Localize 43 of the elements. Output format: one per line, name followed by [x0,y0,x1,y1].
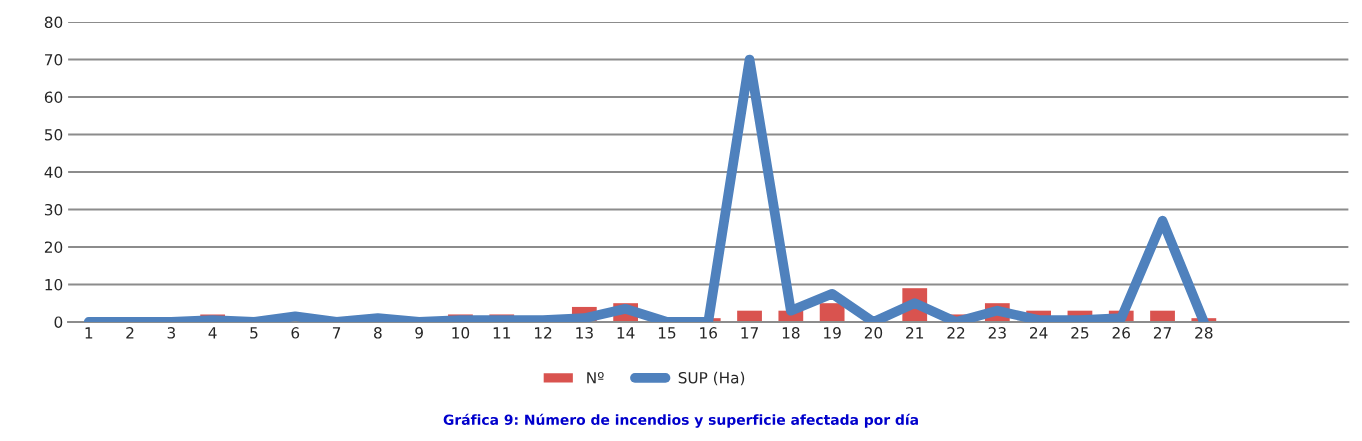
x-tick-label: 16 [700,327,717,339]
x-tick-label: 20 [864,327,883,339]
x-tick-label: 26 [1112,327,1130,339]
x-tick-label: 4 [208,327,217,339]
bar [819,303,845,322]
bar [1150,310,1175,322]
x-tick-label: 10 [452,327,470,339]
bar [737,310,762,322]
y-tick-label: 40 [44,166,63,179]
y-tick-label: 60 [44,91,63,104]
text: Gráfica 9: Número de incendios y superficie afectada por día [443,413,918,428]
x-tick-label: 27 [1153,327,1171,339]
x-tick-label: 11 [493,327,511,339]
legend-label: SUP (Ha) [678,371,745,386]
x-tick-label: 24 [1030,327,1048,339]
x-tick-label: 14 [617,327,635,339]
x-tick-label: 19 [824,327,841,339]
x-tick-label: 3 [167,327,175,339]
x-tick-label: 13 [576,327,593,339]
x-tick-label: 6 [291,327,300,339]
x-tick-label: 7 [332,327,341,339]
x-tick-label: 22 [947,327,965,339]
x-tick-label: 18 [782,327,800,339]
x-tick-label: 5 [250,327,258,339]
x-tick-label: 12 [535,327,552,339]
y-tick-label: 10 [45,278,63,291]
y-tick-label: 30 [44,203,63,216]
x-tick-label: 25 [1071,327,1089,339]
y-tick-label: 20 [44,241,63,253]
y-tick-label: 50 [44,128,63,141]
x-tick-label: 8 [374,327,382,339]
x-tick-label: 2 [126,327,134,339]
y-tick-label: 0 [54,316,63,328]
y-tick-label: 80 [44,16,63,29]
x-tick-label: 1 [85,327,93,339]
x-tick-label: 15 [658,327,676,339]
y-tick-label: 70 [45,54,63,66]
x-tick-label: 17 [741,327,758,339]
x-tick-label: 28 [1195,327,1213,339]
x-tick-label: 9 [415,327,423,339]
legend-label: Nº [587,371,604,384]
x-tick-label: 23 [988,327,1006,339]
x-tick-label: 21 [906,327,924,339]
